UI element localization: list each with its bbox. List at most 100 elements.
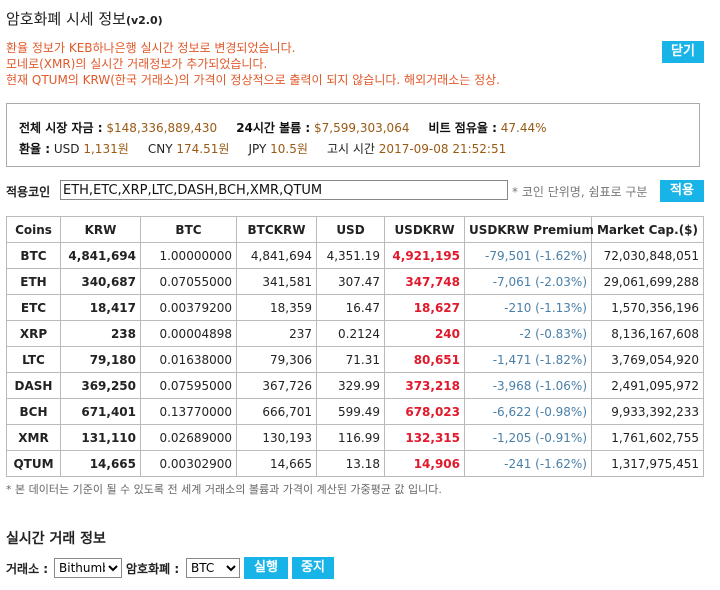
column-header: USD [316,216,385,243]
cell-usdkrw: 14,906 [384,450,465,477]
cell-mcap: 9,933,392,233 [591,398,704,425]
cell-prem: -7,061 (-2.03%) [464,268,592,295]
coin-filter-label: 적용코인 [6,185,51,199]
cell-mcap: 2,491,095,972 [591,372,704,399]
cell-btckrw: 18,359 [236,294,317,321]
cell-coin: ETC [6,294,61,321]
cell-usd: 599.49 [316,398,385,425]
cell-mcap: 1,317,975,451 [591,450,704,477]
cell-usdkrw: 4,921,195 [384,242,465,269]
cell-prem: -1,471 (-1.82%) [464,346,592,373]
cell-btckrw: 79,306 [236,346,317,373]
run-button[interactable]: 실행 [244,557,288,579]
cell-krw: 340,687 [60,268,141,295]
column-header: USDKRW [384,216,465,243]
cell-btc: 0.01638000 [140,346,237,373]
jpy-rate: 10.5원 [270,142,308,156]
cell-mcap: 1,570,356,196 [591,294,704,321]
cell-krw: 18,417 [60,294,141,321]
time-label: 고시 시간 [326,142,375,156]
volume-label: 24시간 볼륨 : [236,121,311,135]
cell-mcap: 29,061,699,288 [591,268,704,295]
cell-btc: 0.07055000 [140,268,237,295]
cell-usdkrw: 132,315 [384,424,465,451]
stop-button[interactable]: 중지 [292,557,334,579]
cell-usd: 4,351.19 [316,242,385,269]
notice-line-1: 환율 정보가 KEB하나은행 실시간 정보로 변경되었습니다. [6,41,296,55]
cell-usd: 329.99 [316,372,385,399]
table-row: BCH 671,401 0.13770000 666,701 599.49 678,023… [6,398,704,425]
market-summary: 전체 시장 자금 : $148,336,889,430 24시간 볼륨 : $7… [6,103,700,167]
cell-btc: 0.00379200 [140,294,237,321]
table-row: DASH 369,250 0.07595000 367,726 329.99 373,21… [6,372,704,399]
dominance-value: 47.44% [500,121,547,135]
time-value: 2017-09-08 21:52:51 [378,142,507,156]
exchange-label: 거래소 : [6,562,49,576]
cell-mcap: 1,761,602,755 [591,424,704,451]
cell-krw: 79,180 [60,346,141,373]
cell-mcap: 3,769,054,920 [591,346,704,373]
coin-filter: 적용코인 * 코인 단위명, 쉼표로 구분 적용 [6,180,706,202]
cell-usdkrw: 678,023 [384,398,465,425]
cell-usd: 13.18 [316,450,385,477]
realtime-title: 실시간 거래 정보 [6,531,106,547]
coin-select[interactable]: BTC [186,558,240,578]
close-button[interactable]: 닫기 [662,41,704,63]
table-row: LTC 79,180 0.01638000 79,306 71.31 80,651 -1,4… [6,346,704,373]
cell-krw: 131,110 [60,424,141,451]
column-header: Coins [6,216,61,243]
cell-coin: XRP [6,320,61,347]
cell-coin: DASH [6,372,61,399]
table-row: ETC 18,417 0.00379200 18,359 16.47 18,627 -210… [6,294,704,321]
cell-coin: XMR [6,424,61,451]
coin-filter-input[interactable] [60,180,508,200]
coin-label: 암호화폐 : [126,562,180,576]
column-header: BTCKRW [236,216,317,243]
dominance-label: 비트 점유율 : [428,121,497,135]
apply-button[interactable]: 적용 [660,180,704,202]
cny-label: CNY [147,142,173,156]
notice-line-3: 현재 QTUM의 KRW(한국 거래소)의 가격이 정상적으로 출력이 되지 않… [6,73,500,87]
realtime-controls: 거래소 : Bithumb 암호화폐 : BTC 실행 중지 [6,557,706,579]
cell-prem: -79,501 (-1.62%) [464,242,592,269]
volume-value: $7,599,303,064 [314,121,410,135]
cell-prem: -210 (-1.13%) [464,294,592,321]
usd-label: USD [53,142,80,156]
table-row: XMR 131,110 0.02689000 130,193 116.99 132,315… [6,424,704,451]
cell-btc: 0.00302900 [140,450,237,477]
cell-usd: 307.47 [316,268,385,295]
cell-prem: -1,205 (-0.91%) [464,424,592,451]
column-header: BTC [140,216,237,243]
cell-mcap: 72,030,848,051 [591,242,704,269]
cell-usd: 16.47 [316,294,385,321]
fx-label: 환율 : [19,142,51,156]
cell-usdkrw: 240 [384,320,465,347]
cell-coin: LTC [6,346,61,373]
cell-mcap: 8,136,167,608 [591,320,704,347]
cell-usd: 71.31 [316,346,385,373]
table-header-row: Coins KRW BTC BTCKRW USD USDKRW USDKRW Premium… [6,216,704,243]
cell-btckrw: 666,701 [236,398,317,425]
summary-row-1: 전체 시장 자금 : $148,336,889,430 24시간 볼륨 : $7… [19,119,547,136]
price-table: Coins KRW BTC BTCKRW USD USDKRW USDKRW Premium… [6,216,704,477]
cell-krw: 369,250 [60,372,141,399]
cell-krw: 14,665 [60,450,141,477]
cell-prem: -241 (-1.62%) [464,450,592,477]
table-row: ETH 340,687 0.07055000 341,581 307.47 347,748… [6,268,704,295]
cell-usd: 0.2124 [316,320,385,347]
cell-btckrw: 130,193 [236,424,317,451]
cell-btckrw: 341,581 [236,268,317,295]
cell-usdkrw: 373,218 [384,372,465,399]
cell-btc: 1.00000000 [140,242,237,269]
jpy-label: JPY [248,142,267,156]
column-header: USDKRW Premium [464,216,594,243]
cell-coin: QTUM [6,450,61,477]
cell-usdkrw: 347,748 [384,268,465,295]
cell-prem: -3,968 (-1.06%) [464,372,592,399]
cell-krw: 238 [60,320,141,347]
cell-coin: BCH [6,398,61,425]
table-row: QTUM 14,665 0.00302900 14,665 13.18 14,906 -24… [6,450,704,477]
exchange-select[interactable]: Bithumb [54,558,122,578]
usd-rate: 1,131원 [83,142,129,156]
cell-btc: 0.00004898 [140,320,237,347]
